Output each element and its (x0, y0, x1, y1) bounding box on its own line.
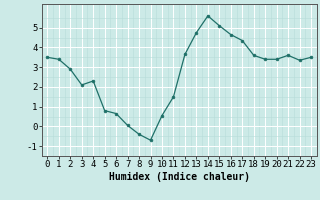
X-axis label: Humidex (Indice chaleur): Humidex (Indice chaleur) (109, 172, 250, 182)
